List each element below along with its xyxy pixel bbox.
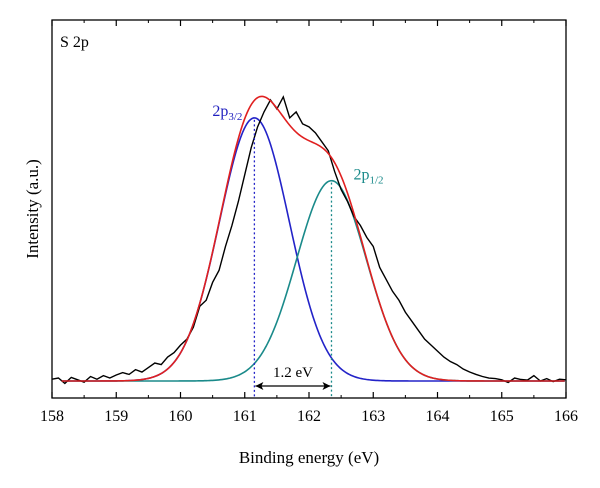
curve-layer <box>51 95 567 385</box>
splitting-arrow-left-head <box>255 382 264 390</box>
x-tick-label: 159 <box>104 408 128 425</box>
peak-label-2p3-2: 2p3/2 <box>212 103 242 123</box>
x-tick-label: 164 <box>426 408 450 425</box>
x-axis-ticks: 158 159 160 161 162 163 164 165 166 <box>40 20 578 425</box>
component-peak-curve <box>61 117 565 382</box>
x-tick-label: 166 <box>554 408 578 425</box>
x-tick-label: 161 <box>233 408 257 425</box>
peak-label-2p3-2-sub: 3/2 <box>228 111 242 123</box>
x-tick-label: 162 <box>297 408 321 425</box>
splitting-label: 1.2 eV <box>273 365 313 381</box>
peak-markers <box>253 119 333 398</box>
peak-label-2p1-2-base: 2p <box>353 167 369 184</box>
y-axis-label: Intensity (a.u.) <box>23 159 42 259</box>
x-tick-label: 163 <box>361 408 385 425</box>
envelope-fit-curve <box>61 95 565 382</box>
panel-label: S 2p <box>60 34 89 51</box>
x-tick-label: 158 <box>40 408 64 425</box>
peak-label-2p1-2-sub: 1/2 <box>369 175 383 187</box>
plot-frame <box>51 19 567 399</box>
x-tick-label: 160 <box>169 408 193 425</box>
component-peak-curve <box>61 179 565 382</box>
x-axis-label: Binding energy (eV) <box>239 448 379 467</box>
splitting-arrow-right-head <box>322 382 331 390</box>
raw-spectrum-line <box>51 95 567 385</box>
peak-label-2p3-2-base: 2p <box>212 103 228 120</box>
peak-label-2p1-2: 2p1/2 <box>353 167 383 187</box>
x-tick-label: 165 <box>490 408 514 425</box>
